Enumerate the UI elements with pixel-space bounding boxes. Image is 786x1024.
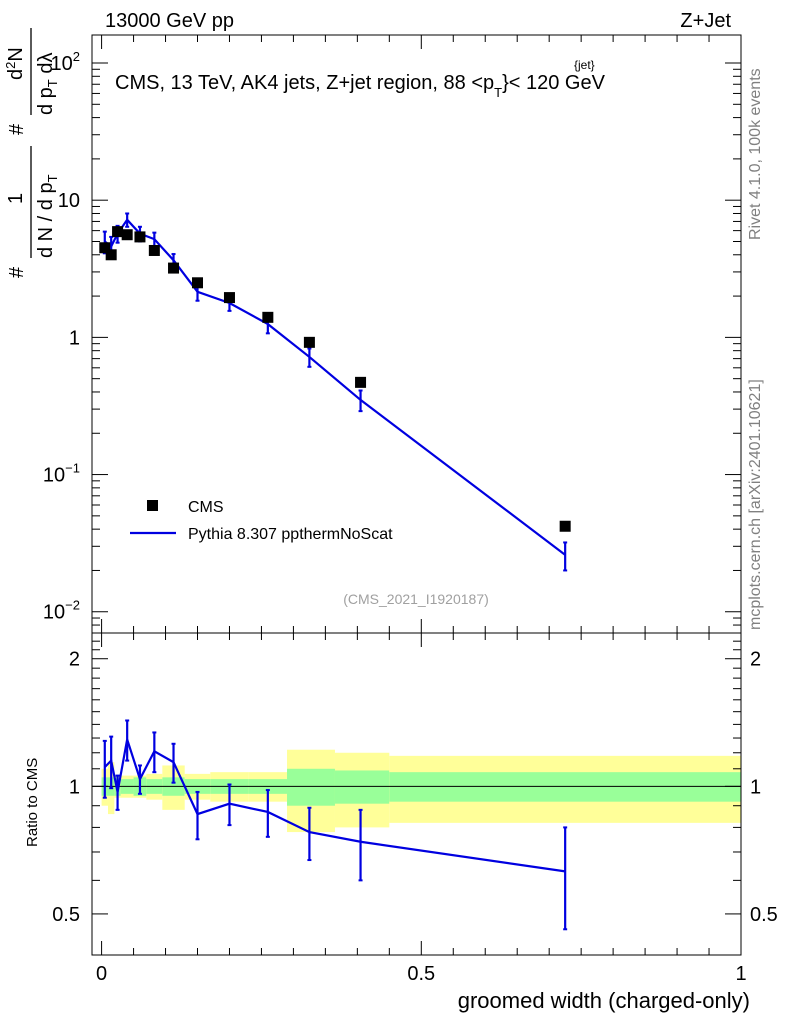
rivet-version-label: Rivet 4.1.0, 100k events (747, 68, 764, 240)
ratio-y-axis-label: Ratio to CMS (24, 758, 41, 847)
data-point (112, 226, 124, 238)
plot-title-sup: {jet} (574, 58, 595, 72)
main-y-tick-label: 10−2 (43, 598, 80, 624)
ylabel-num2: d (5, 69, 27, 80)
ratio-uncertainty-bands (92, 749, 741, 833)
legend-data-marker (147, 500, 158, 511)
ratio-y-tick-label: 2 (69, 649, 80, 671)
ylabel-den1-sub: T (45, 174, 60, 182)
main-y-tick-label: 10−1 (43, 461, 80, 487)
data-point (134, 231, 146, 243)
ylabel-num2-tail: N (5, 47, 27, 61)
ratio-band-stat-11 (334, 770, 390, 804)
plot-title-main: CMS, 13 TeV, AK4 jets, Z+jet region, 88 … (115, 72, 494, 94)
x-tick-label: 0.5 (407, 963, 435, 985)
header-right: Z+Jet (680, 10, 731, 32)
ratio-y-tick-label: 0.5 (52, 904, 80, 926)
x-tick-label: 1 (735, 963, 746, 985)
main-y-axis-label: # 1 d N / d pT # d2N d pT dλ (3, 28, 60, 278)
data-point (559, 520, 571, 532)
mcplots-label: mcplots.cern.ch [arXiv:2401.10621] (747, 379, 764, 630)
ylabel-den2: d p (35, 87, 57, 115)
data-point (223, 292, 235, 304)
data-point (303, 336, 315, 348)
ylabel-num2-sup: 2 (3, 62, 18, 69)
plot-title-sub: T (494, 85, 502, 100)
mc-series-ratio (102, 719, 568, 931)
ylabel-den2-sub: T (45, 79, 60, 87)
legend: CMS Pythia 8.307 ppthermNoScat (130, 499, 393, 543)
ylabel-frac1-den: d N / d pT (35, 174, 60, 258)
legend-data-label: CMS (188, 499, 224, 516)
ylabel-frac2-den: d pT dλ (35, 53, 60, 115)
ratio-band-stat-10 (287, 768, 335, 806)
data-point (148, 244, 160, 256)
data-series-main (99, 226, 571, 532)
main-y-tick-label: 10 (58, 190, 80, 212)
ratio-panel-frame (91, 632, 742, 956)
header-left: 13000 GeV pp (105, 10, 234, 32)
main-panel-frame (91, 34, 742, 634)
plot-title-tail: }< 120 GeV (502, 72, 606, 94)
main-y-tick-label: 1 (69, 327, 80, 349)
ylabel-hash1: # (6, 266, 28, 278)
ylabel-den1: d N / d p (35, 182, 57, 258)
x-tick-label: 0 (96, 963, 107, 985)
ratio-band-stat-12 (389, 772, 741, 802)
data-point (168, 262, 180, 274)
ylabel-den2-tail: dλ (35, 53, 57, 80)
legend-mc-label: Pythia 8.307 ppthermNoScat (188, 526, 393, 543)
data-point (105, 249, 117, 261)
analysis-watermark: (CMS_2021_I1920187) (343, 591, 489, 607)
ylabel-hash2: # (6, 123, 28, 135)
ratio-y-tick-label-right: 2 (750, 649, 761, 671)
data-point (192, 277, 204, 289)
ylabel-frac1-num: 1 (5, 193, 27, 204)
main-axis-ticks: 10−2 10−1 1 10 102 (43, 35, 742, 634)
x-axis-label: groomed width (charged-only) (458, 988, 750, 1013)
ratio-y-tick-label-right: 0.5 (750, 904, 778, 926)
data-point (355, 376, 367, 388)
plot-title: CMS, 13 TeV, AK4 jets, Z+jet region, 88 … (115, 72, 606, 100)
data-point (99, 242, 111, 254)
main-y-tick-label: 102 (51, 49, 80, 75)
ylabel-frac2-num: d2N (3, 47, 27, 80)
data-point (121, 229, 133, 241)
data-point (262, 311, 274, 323)
ratio-y-tick-label-right: 1 (750, 776, 761, 798)
ratio-y-tick-label: 1 (69, 776, 80, 798)
